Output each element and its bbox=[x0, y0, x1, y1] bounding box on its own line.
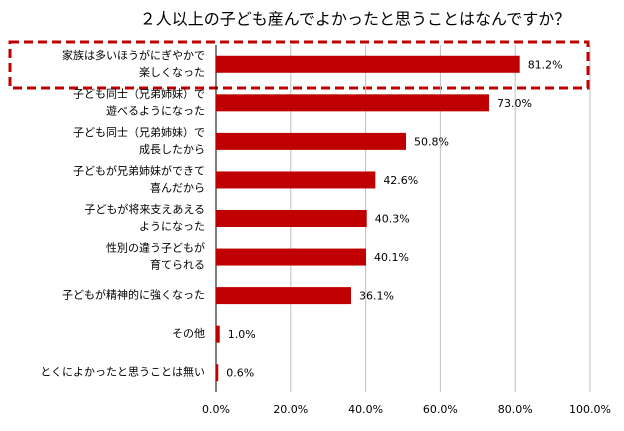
x-tick-label: 60.0% bbox=[423, 403, 458, 416]
bar bbox=[216, 325, 220, 343]
bar bbox=[216, 55, 520, 73]
value-label: 50.8% bbox=[414, 135, 449, 148]
y-tick-label: その他 bbox=[172, 327, 205, 340]
value-label: 40.1% bbox=[374, 251, 409, 264]
bar bbox=[216, 210, 367, 227]
y-tick-label: とくによかったと思うことは無い bbox=[40, 365, 205, 379]
x-tick-label: 100.0% bbox=[569, 403, 611, 416]
y-tick-label: 子ども同士（兄弟姉妹）で bbox=[73, 86, 205, 100]
value-label: 42.6% bbox=[383, 174, 418, 187]
value-label: 1.0% bbox=[228, 328, 256, 341]
chart-title: ２人以上の子ども産んでよかったと思うことはなんですか？ bbox=[140, 10, 570, 29]
x-tick-label: 80.0% bbox=[498, 403, 533, 416]
value-label: 81.2% bbox=[528, 58, 563, 71]
y-tick-label: 子ども同士（兄弟姉妹）で bbox=[73, 125, 205, 139]
y-tick-label: 育てられる bbox=[150, 258, 205, 272]
y-tick-label: ようになった bbox=[139, 220, 205, 233]
y-tick-label: 遊べるようになった bbox=[106, 103, 205, 117]
highlight-box bbox=[8, 40, 590, 90]
bar bbox=[216, 171, 376, 189]
bar bbox=[216, 132, 406, 150]
y-tick-label: 喜んだから bbox=[150, 181, 205, 194]
bar bbox=[216, 287, 352, 305]
bar bbox=[216, 364, 219, 382]
value-label: 36.1% bbox=[359, 290, 394, 303]
y-tick-label: 子どもが将来支えあえる bbox=[84, 202, 205, 216]
y-tick-label: 子どもが精神的に強くなった bbox=[62, 288, 205, 302]
x-tick-label: 0.0% bbox=[202, 403, 230, 416]
value-label: 0.6% bbox=[226, 367, 254, 380]
y-tick-label: 楽しくなった bbox=[139, 66, 205, 79]
y-tick-label: 性別の違う子どもが bbox=[106, 241, 205, 255]
x-tick-label: 20.0% bbox=[273, 403, 308, 416]
value-label: 40.3% bbox=[375, 213, 410, 226]
bar bbox=[216, 94, 490, 112]
y-tick-label: 子どもが兄弟姉妹ができて bbox=[73, 163, 205, 177]
bar bbox=[216, 248, 366, 266]
value-label: 73.0% bbox=[497, 97, 532, 110]
y-tick-label: 成長したから bbox=[139, 143, 205, 156]
x-tick-label: 40.0% bbox=[348, 403, 383, 416]
y-tick-label: 家族は多いほうがにぎやかで bbox=[62, 48, 205, 62]
